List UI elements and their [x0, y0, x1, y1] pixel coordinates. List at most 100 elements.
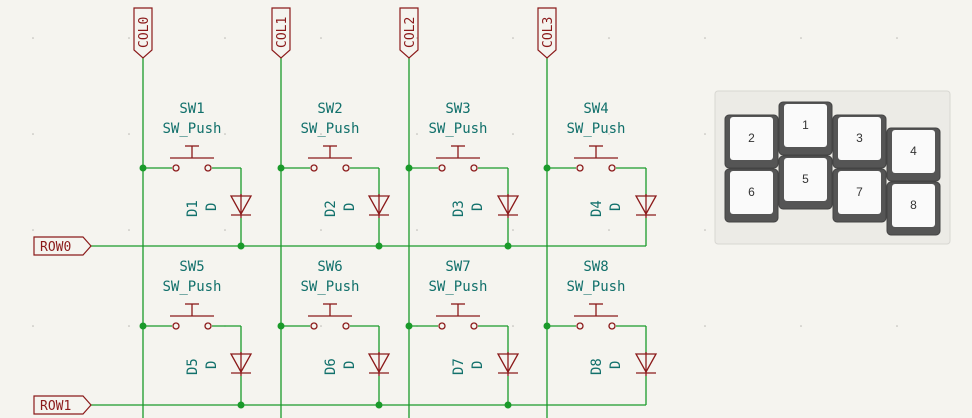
- switch-ref: SW1: [179, 101, 204, 117]
- switch-value: SW_Push: [162, 279, 221, 295]
- grid-dot: [704, 325, 706, 327]
- switch-value: SW_Push: [300, 121, 359, 137]
- diode-ref: D5: [185, 358, 201, 375]
- keyboard-layout-preview[interactable]: 2 1 3 4 6 5 7: [714, 90, 951, 245]
- diode-ref: D2: [323, 200, 339, 217]
- grid-dot: [320, 229, 322, 231]
- push-switch: [308, 303, 352, 330]
- col-label-text: COL2: [403, 17, 418, 48]
- grid-dot: [800, 325, 802, 327]
- switch-contact: [172, 322, 180, 330]
- row-labels: ROW0 ROW1: [33, 236, 92, 415]
- row-label-0[interactable]: ROW0: [33, 236, 92, 256]
- col-label-2[interactable]: COL2: [399, 7, 419, 59]
- diode-ref: D3: [451, 200, 467, 217]
- switch-ref: SW6: [317, 259, 342, 275]
- diode-value: D: [608, 203, 624, 211]
- junction-dot: [277, 164, 285, 172]
- col-label-text: COL0: [137, 17, 152, 48]
- diode: [496, 352, 520, 376]
- switch-contact: [342, 322, 350, 330]
- junction-dot: [543, 322, 551, 330]
- key-6[interactable]: 6: [724, 168, 779, 223]
- key-label: 2: [748, 131, 755, 145]
- key-label: 3: [856, 131, 863, 145]
- grid-dot: [32, 37, 34, 39]
- switch-contact: [438, 164, 446, 172]
- key-7[interactable]: 7: [832, 168, 887, 223]
- switch-value: SW_Push: [566, 279, 625, 295]
- column-labels: COL0 COL1 COL2 COL3: [133, 7, 557, 59]
- diode-value: D: [608, 361, 624, 369]
- diode-ref: D6: [323, 358, 339, 375]
- grid-dot: [128, 229, 130, 231]
- key-label: 8: [910, 198, 917, 212]
- junction-dot: [237, 242, 245, 250]
- grid-dot: [224, 133, 226, 135]
- grid-dot: [224, 229, 226, 231]
- grid-dot: [32, 229, 34, 231]
- diode-value: D: [204, 361, 220, 369]
- grid-dot: [704, 229, 706, 231]
- key-3[interactable]: 3: [832, 114, 887, 169]
- junction-dot: [504, 401, 512, 409]
- key-label: 5: [802, 172, 809, 186]
- col-label-text: COL3: [541, 17, 556, 48]
- diode-value: D: [470, 203, 486, 211]
- junction-dot: [405, 322, 413, 330]
- diode: [634, 194, 658, 218]
- switch-contact: [608, 164, 616, 172]
- switch-ref: SW8: [583, 259, 608, 275]
- col-label-text: COL1: [275, 17, 290, 48]
- key-8[interactable]: 8: [886, 181, 941, 236]
- key-label: 1: [802, 118, 809, 132]
- row-label-text: ROW1: [40, 399, 71, 414]
- grid-dot: [704, 133, 706, 135]
- row-label-1[interactable]: ROW1: [33, 395, 92, 415]
- switch-contact: [204, 164, 212, 172]
- diode-value: D: [204, 203, 220, 211]
- switch-value: SW_Push: [428, 121, 487, 137]
- switch-contact: [470, 164, 478, 172]
- key-4[interactable]: 4: [886, 127, 941, 182]
- switch-contact: [438, 322, 446, 330]
- grid-dot: [512, 37, 514, 39]
- push-switch: [170, 303, 214, 330]
- diode: [496, 194, 520, 218]
- switch-ref: SW4: [583, 101, 608, 117]
- switch-contact: [576, 164, 584, 172]
- key-5[interactable]: 5: [778, 155, 833, 210]
- col-label-3[interactable]: COL3: [537, 7, 557, 59]
- grid-dot: [608, 37, 610, 39]
- component-labels: SW1 SW_Push SW2 SW_Push SW3 SW_Push SW4 …: [162, 101, 625, 375]
- switch-value: SW_Push: [300, 279, 359, 295]
- diode-value: D: [470, 361, 486, 369]
- switch-value: SW_Push: [566, 121, 625, 137]
- grid-dot: [608, 133, 610, 135]
- components: [170, 145, 658, 376]
- grid-dot: [704, 37, 706, 39]
- col-label-1[interactable]: COL1: [271, 7, 291, 59]
- junction-dot: [277, 322, 285, 330]
- junction-dot: [237, 401, 245, 409]
- col-label-0[interactable]: COL0: [133, 7, 153, 59]
- key-label: 6: [748, 185, 755, 199]
- grid-dot: [416, 229, 418, 231]
- push-switch: [170, 145, 214, 172]
- diode-value: D: [342, 361, 358, 369]
- grid-dot: [896, 37, 898, 39]
- diode: [367, 194, 391, 218]
- grid-dot: [32, 325, 34, 327]
- junction-dot: [543, 164, 551, 172]
- row-label-text: ROW0: [40, 240, 71, 255]
- grid-dot: [800, 37, 802, 39]
- key-1[interactable]: 1: [778, 101, 833, 156]
- grid-dot: [320, 133, 322, 135]
- diode: [229, 352, 253, 376]
- diode: [634, 352, 658, 376]
- grid-dot: [608, 229, 610, 231]
- grid-dot: [128, 37, 130, 39]
- diode-ref: D7: [451, 358, 467, 375]
- key-2[interactable]: 2: [724, 114, 779, 169]
